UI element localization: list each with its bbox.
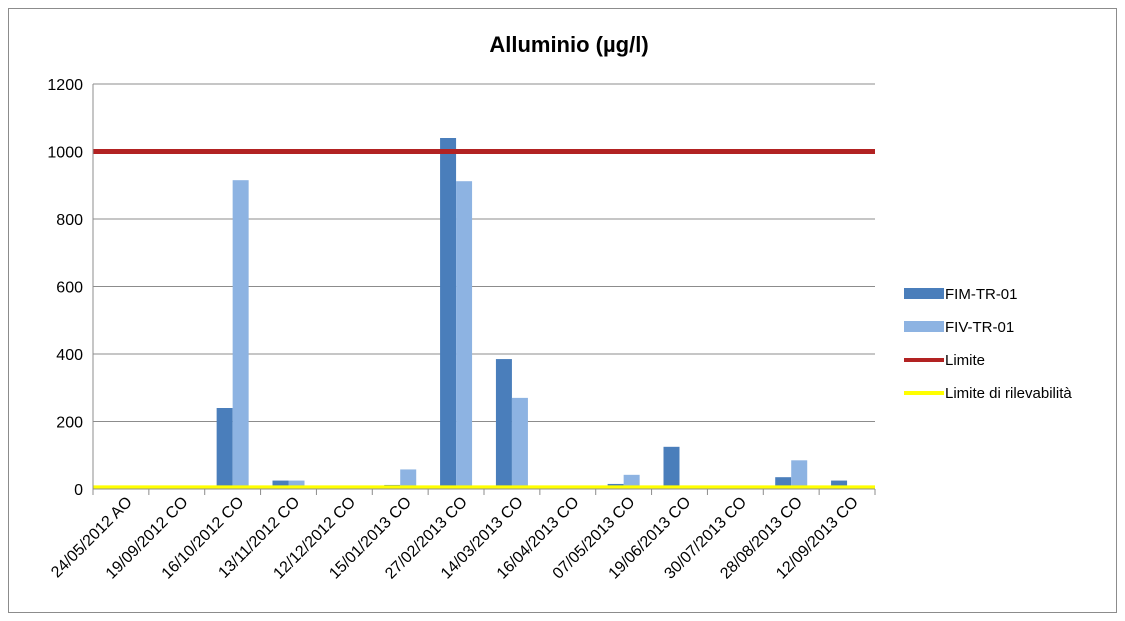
- bar-fiv-tr-01: [288, 480, 305, 489]
- legend-swatch: [904, 321, 944, 332]
- bar-fiv-tr-01: [232, 180, 249, 489]
- bar-fiv-tr-01: [791, 460, 808, 489]
- y-tick-label: 200: [56, 415, 83, 432]
- chart-frame: [8, 8, 1117, 613]
- legend: FIM-TR-01 FIV-TR-01 Limite Limite di rileva…: [904, 286, 1072, 402]
- bar-fim-tr-01: [775, 477, 792, 489]
- legend-swatch: [904, 288, 944, 299]
- bar-fim-tr-01: [272, 480, 289, 489]
- bar-fim-tr-01: [831, 480, 848, 489]
- y-tick-label: 0: [74, 482, 83, 499]
- legend-label: FIM-TR-01: [945, 286, 1018, 303]
- legend-label: FIV-TR-01: [945, 319, 1014, 336]
- bar-fiv-tr-01: [400, 469, 417, 489]
- bar-fim-tr-01: [495, 359, 512, 489]
- bar-fim-tr-01: [440, 138, 457, 489]
- y-tick-label: 400: [56, 347, 83, 364]
- gridlines: [93, 83, 875, 422]
- bars: [216, 138, 864, 489]
- bar-fiv-tr-01: [511, 397, 528, 489]
- threshold-lines: [93, 149, 875, 490]
- legend-label: Limite di rilevabilità: [945, 385, 1072, 402]
- y-tick-label: 800: [56, 212, 83, 229]
- y-tick-label: 600: [56, 280, 83, 297]
- bar-fim-tr-01: [216, 408, 233, 489]
- y-tick-label: 1200: [47, 77, 83, 94]
- legend-label: Limite: [945, 352, 985, 369]
- bar-fim-tr-01: [663, 446, 680, 489]
- chart-title: Alluminio (µg/l): [489, 32, 648, 57]
- y-tick-label: 1000: [47, 145, 83, 162]
- bar-fiv-tr-01: [456, 181, 473, 489]
